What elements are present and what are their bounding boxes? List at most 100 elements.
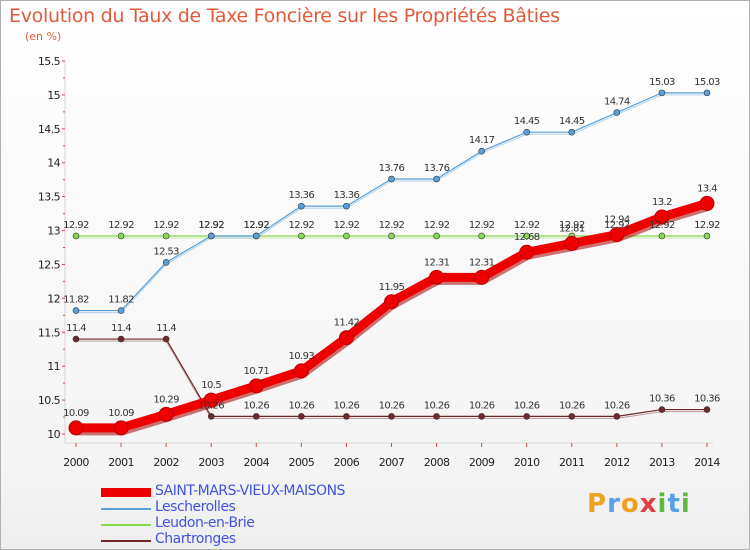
data-point — [388, 232, 395, 240]
data-point — [519, 244, 535, 260]
data-label: 10.09 — [63, 408, 89, 419]
data-labels: 11.4 11.4 11.4 10.26 10.26 10.26 10.26 10.26 10.… — [63, 77, 720, 419]
data-label: 11.42 — [334, 318, 360, 329]
y-tick-label: 12.5 — [38, 258, 61, 271]
data-point — [384, 294, 399, 310]
data-point — [72, 335, 80, 343]
y-tick-label: 12 — [47, 292, 60, 305]
data-label: 10.36 — [694, 394, 720, 405]
data-point — [654, 209, 670, 225]
x-tick-label: 2010 — [514, 456, 540, 469]
data-label: 11.4 — [111, 323, 131, 334]
x-tick-label: 2013 — [649, 456, 675, 469]
data-label: 12.92 — [63, 220, 89, 231]
data-point — [703, 406, 711, 413]
data-label: 13.2 — [652, 197, 672, 208]
x-tick-label: 2012 — [604, 456, 630, 469]
data-label: 12.92 — [334, 220, 360, 231]
data-point — [478, 413, 485, 420]
data-point — [474, 269, 490, 285]
x-tick-label: 2008 — [424, 456, 450, 469]
data-label: 11.4 — [66, 323, 86, 334]
data-point — [343, 413, 350, 420]
data-point — [433, 413, 440, 420]
data-label: 13.4 — [697, 183, 717, 194]
data-label: 12.92 — [649, 220, 675, 231]
x-tick-label: 2000 — [63, 456, 89, 469]
data-point — [523, 413, 531, 420]
data-label: 15.03 — [649, 77, 675, 88]
data-point — [343, 232, 350, 240]
series-line — [76, 92, 707, 312]
data-point — [162, 232, 170, 240]
data-point — [207, 413, 215, 420]
data-label: 14.74 — [604, 97, 630, 108]
data-label: 10.09 — [108, 408, 134, 419]
series-layer — [68, 89, 715, 436]
data-point — [252, 413, 260, 420]
data-point — [613, 413, 621, 420]
data-label: 12.68 — [514, 232, 540, 243]
data-point — [523, 128, 531, 136]
data-point — [252, 232, 260, 240]
data-point — [113, 420, 129, 436]
data-point — [613, 109, 621, 116]
data-label: 10.26 — [334, 400, 360, 411]
data-point — [162, 335, 170, 343]
data-point — [703, 89, 711, 97]
data-label: 10.26 — [198, 400, 224, 411]
data-point — [523, 232, 531, 240]
data-label: 13.36 — [334, 190, 360, 201]
x-tick-label: 2003 — [198, 456, 224, 469]
data-label: 10.29 — [153, 394, 179, 405]
data-label: 12.92 — [108, 220, 134, 231]
data-label: 10.26 — [379, 400, 405, 411]
data-point — [203, 392, 219, 408]
data-point — [162, 259, 170, 266]
series-lescherolles — [72, 89, 711, 314]
series-saint-mars-vieux-maisons — [68, 195, 715, 436]
data-point — [429, 269, 445, 285]
legend-label: Leudon-en-Brie — [155, 515, 255, 531]
data-point — [117, 307, 125, 314]
data-point — [658, 232, 666, 240]
y-tick-label: 13 — [47, 225, 60, 238]
x-tick-label: 2005 — [289, 456, 315, 469]
data-point — [433, 175, 440, 183]
data-point — [388, 413, 395, 420]
y-tick-label: 10.5 — [38, 394, 61, 407]
x-tick-label: 2007 — [379, 456, 405, 469]
data-label: 12.92 — [424, 220, 450, 231]
data-label: 10.36 — [649, 394, 675, 405]
data-point — [72, 232, 80, 240]
data-point — [298, 232, 305, 240]
data-point — [433, 232, 440, 240]
data-label: 10.26 — [604, 400, 630, 411]
y-tick-label: 10 — [47, 428, 60, 441]
data-point — [207, 232, 215, 240]
data-point — [117, 335, 125, 343]
x-tick-label: 2006 — [334, 456, 360, 469]
x-tick-label: 2009 — [469, 456, 495, 469]
data-point — [564, 235, 580, 251]
x-tick-label: 2004 — [243, 456, 269, 469]
data-label: 12.81 — [559, 223, 585, 234]
data-label: 11.95 — [379, 282, 405, 293]
data-point — [293, 363, 309, 379]
data-point — [117, 232, 125, 240]
axes: 10 10.5 11 11.5 12 12.5 13 13.5 14 14.5 15 15.5 2000… — [38, 55, 721, 469]
series-chartronges — [72, 335, 711, 420]
y-tick-label: 11 — [47, 360, 60, 373]
data-label: 12.94 — [604, 215, 630, 226]
data-label: 12.92 — [469, 220, 495, 231]
data-label: 15.03 — [694, 77, 720, 88]
data-point — [568, 128, 576, 136]
data-point — [703, 232, 711, 240]
data-label: 10.26 — [243, 400, 269, 411]
data-label: 12.92 — [243, 220, 269, 231]
data-point — [343, 202, 350, 210]
data-label: 10.26 — [559, 400, 585, 411]
data-label: 14.45 — [514, 116, 540, 127]
